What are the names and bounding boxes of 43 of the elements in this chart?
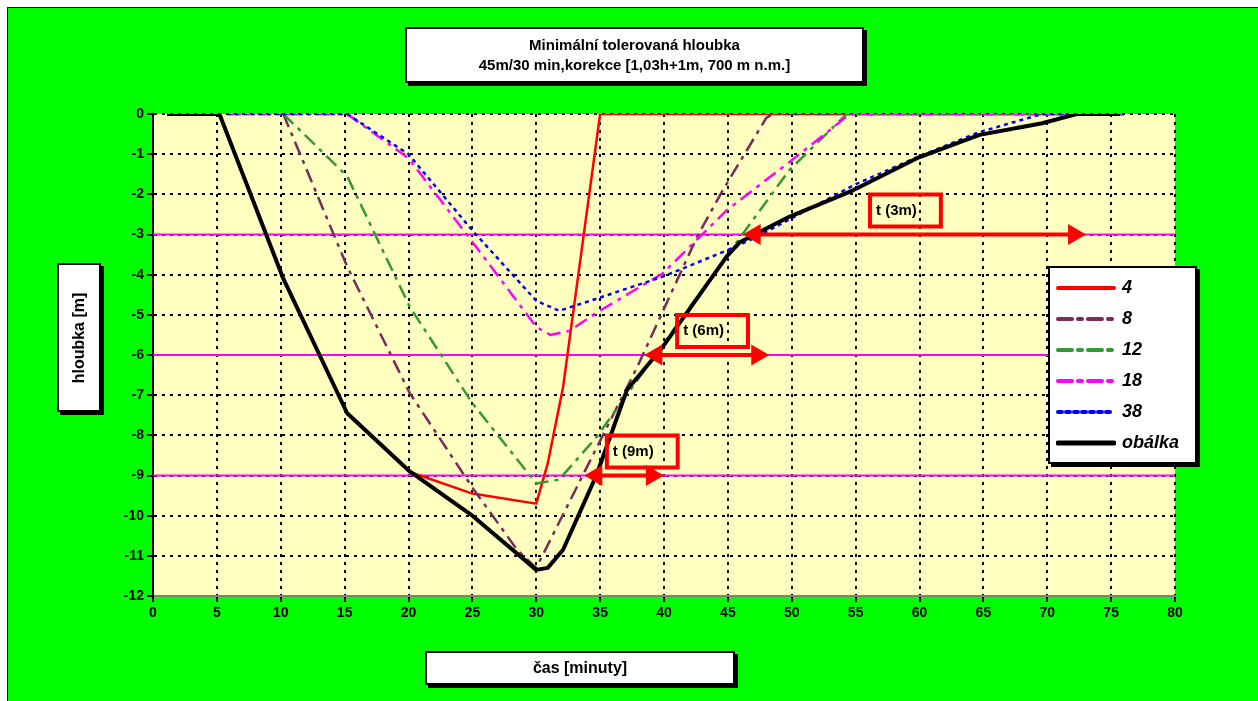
x-tick-label: 15 [336, 604, 353, 621]
y-tick-label: -4 [131, 265, 145, 282]
y-tick-label: -8 [131, 426, 145, 443]
y-tick-label: -12 [123, 586, 145, 603]
x-tick-label: 70 [1039, 604, 1056, 621]
x-tick-label: 10 [272, 604, 289, 621]
x-tick-label: 30 [528, 604, 545, 621]
y-tick-label: -3 [131, 225, 145, 242]
legend-label: 12 [1122, 339, 1143, 360]
x-tick-label: 35 [592, 604, 609, 621]
chart-title: Minimální tolerovaná hloubka [528, 35, 741, 55]
y-tick-label: -6 [131, 345, 145, 362]
y-tick-label: -7 [131, 386, 145, 403]
y-tick-label: -10 [123, 506, 145, 523]
y-tick-label: 0 [136, 104, 145, 121]
y-tick-label: -1 [131, 145, 145, 162]
y-tick-label: -2 [131, 185, 145, 202]
x-tick-label: 50 [783, 604, 800, 621]
y-tick-label: -11 [124, 546, 145, 563]
y-tick-label: -5 [131, 305, 145, 322]
y-axis-title: hloubka [m] [70, 292, 88, 383]
legend-label: 4 [1122, 277, 1133, 298]
legend-label: 8 [1122, 308, 1133, 329]
legend-label: 18 [1122, 370, 1143, 391]
x-axis-title: čas [minuty] [425, 651, 735, 685]
legend-label: obálka [1122, 432, 1180, 453]
annotation: t (6m) [683, 321, 724, 339]
x-tick-label: 20 [400, 604, 417, 621]
x-tick-label: 75 [1103, 604, 1120, 621]
x-tick-label: 45 [720, 604, 736, 621]
annotation: t (9m) [612, 441, 654, 459]
x-tick-label: 40 [656, 604, 672, 621]
y-tick-label: -9 [131, 466, 145, 483]
x-tick-label: 55 [847, 604, 864, 621]
x-tick-label: 25 [464, 604, 481, 621]
x-tick-label: 65 [975, 604, 992, 621]
legend-label: 38 [1122, 401, 1143, 422]
x-tick-label: 80 [1167, 604, 1183, 621]
x-tick-label: 5 [212, 604, 221, 621]
x-tick-label: 0 [149, 604, 158, 621]
annotation: t (3m) [876, 200, 917, 218]
chart-subtitle: 45m/30 min,korekce [1,03h+1m, 700 m n.m.] [477, 55, 792, 75]
x-tick-label: 60 [911, 604, 928, 621]
